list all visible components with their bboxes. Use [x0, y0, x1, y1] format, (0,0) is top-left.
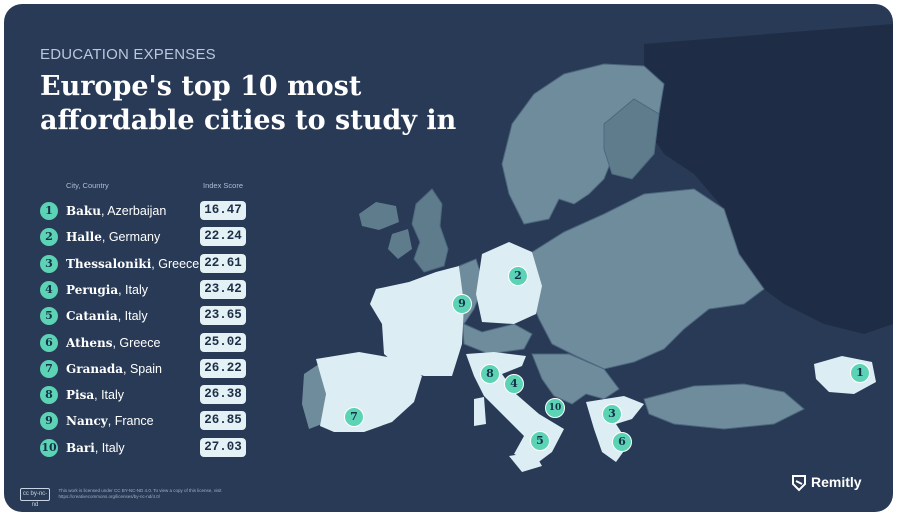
city-name: Bari: [66, 440, 95, 455]
index-score: 22.24: [200, 227, 246, 247]
column-header-city: City, Country: [66, 181, 109, 190]
index-score: 16.47: [200, 201, 246, 220]
city-label: Granada, Spain: [66, 362, 162, 376]
map-pin: 8: [480, 364, 500, 384]
city-name: Athens: [66, 335, 113, 350]
map-uk: [411, 188, 449, 273]
index-score: 26.85: [200, 411, 246, 431]
city-name: Nancy: [66, 414, 108, 429]
rank-badge: 7: [40, 359, 58, 378]
table-row: 1 Baku, Azerbaijan 16.47: [40, 199, 246, 225]
table-row: 4 Perugia, Italy 23.42: [40, 278, 246, 304]
map-france: [370, 266, 464, 376]
page-title: Europe's top 10 most affordable cities t…: [40, 71, 457, 136]
table-row: 10 Bari, Italy 27.03: [40, 436, 246, 462]
table-row: 8 Pisa, Italy 26.38: [40, 383, 246, 409]
city-name: Catania: [66, 309, 118, 324]
map-spain: [316, 352, 422, 432]
city-label: Bari, Italy: [66, 441, 125, 455]
brand-logo: Remitly: [791, 474, 862, 492]
table-row: 6 Athens, Greece 25.02: [40, 331, 246, 357]
index-score: 22.61: [200, 253, 246, 273]
rank-badge: 5: [40, 307, 58, 326]
index-score: 26.38: [200, 385, 246, 405]
map-pin: 10: [545, 398, 565, 418]
table-row: 3 Thessaloniki, Greece 22.61: [40, 252, 246, 278]
map-iceland: [359, 202, 399, 230]
map-east-europe: [528, 188, 765, 370]
country-name: , Italy: [118, 282, 148, 297]
city-label: Thessaloniki, Greece: [66, 257, 199, 271]
license-block: cc by-nc-nd This work is licensed under …: [20, 488, 228, 508]
country-name: , Greece: [112, 335, 161, 350]
rank-badge: 9: [40, 412, 58, 431]
rank-badge: 8: [40, 386, 58, 405]
country-name: , Italy: [117, 309, 148, 324]
map-pin: 5: [530, 431, 550, 451]
city-label: Halle, Germany: [66, 230, 160, 244]
table-row: 2 Halle, Germany 22.24: [40, 225, 246, 251]
map-pin: 9: [452, 294, 472, 314]
city-name: Thessaloniki: [66, 256, 152, 271]
column-header-score: Index Score: [203, 181, 244, 190]
license-text: This work is licensed under CC BY-NC-ND …: [58, 488, 222, 499]
city-label: Athens, Greece: [66, 336, 160, 350]
table-row: 7 Granada, Spain 26.22: [40, 357, 246, 383]
brand-name: Remitly: [811, 474, 862, 490]
map-germany: [476, 242, 542, 324]
city-name: Granada: [66, 361, 124, 376]
map-pin: 7: [344, 407, 364, 427]
map-sicily: [509, 452, 542, 472]
country-name: , Azerbaijan: [100, 204, 167, 218]
map-balkans: [531, 353, 620, 405]
map-ireland: [388, 229, 412, 259]
country-name: , France: [107, 414, 154, 429]
index-score: 26.22: [200, 358, 246, 378]
rank-badge: 6: [40, 333, 58, 352]
map-scandinavia: [501, 63, 665, 225]
map-sardinia: [474, 397, 486, 426]
city-name: Perugia: [66, 282, 119, 297]
map-greece: [586, 396, 644, 462]
country-name: , Italy: [94, 440, 125, 455]
remitly-logo-icon: [792, 475, 806, 492]
city-name: Halle: [66, 230, 102, 245]
map-pin: 3: [602, 404, 622, 424]
cc-license-icon: cc by-nc-nd: [20, 488, 50, 508]
rank-badge: 4: [40, 280, 58, 299]
rank-badge: 2: [40, 228, 58, 247]
city-label: Catania, Italy: [66, 309, 148, 323]
table-row: 5 Catania, Italy 23.65: [40, 304, 246, 330]
city-label: Nancy, France: [66, 414, 154, 428]
map-pin: 1: [850, 363, 870, 383]
map-pin: 6: [612, 432, 632, 452]
city-label: Perugia, Italy: [66, 283, 148, 297]
rank-badge: 10: [40, 438, 58, 457]
city-name: Pisa: [66, 388, 95, 403]
city-name: Baku: [66, 204, 101, 218]
city-label: Baku, Azerbaijan: [66, 204, 166, 218]
map-turkey: [643, 383, 805, 430]
rank-badge: 3: [40, 254, 58, 273]
country-name: , Italy: [94, 388, 124, 403]
kicker-label: EDUCATION EXPENSES: [40, 46, 216, 63]
country-name: , Germany: [101, 230, 161, 245]
index-score: 27.03: [200, 437, 246, 457]
infographic-card: EDUCATION EXPENSES Europe's top 10 most …: [4, 4, 893, 512]
map-russia: [644, 24, 893, 334]
country-name: , Greece: [151, 256, 200, 271]
europe-map: [302, 24, 893, 472]
map-portugal: [302, 364, 326, 429]
index-score: 23.42: [200, 279, 246, 299]
table-row: 9 Nancy, France 26.85: [40, 409, 246, 435]
map-pin: 4: [504, 374, 524, 394]
city-label: Pisa, Italy: [66, 388, 124, 402]
index-score: 23.65: [200, 306, 246, 326]
map-pin: 2: [508, 266, 528, 286]
index-score: 25.02: [200, 332, 246, 352]
map-finland: [603, 98, 660, 180]
country-name: , Spain: [123, 361, 162, 376]
rank-badge: 1: [40, 202, 58, 220]
